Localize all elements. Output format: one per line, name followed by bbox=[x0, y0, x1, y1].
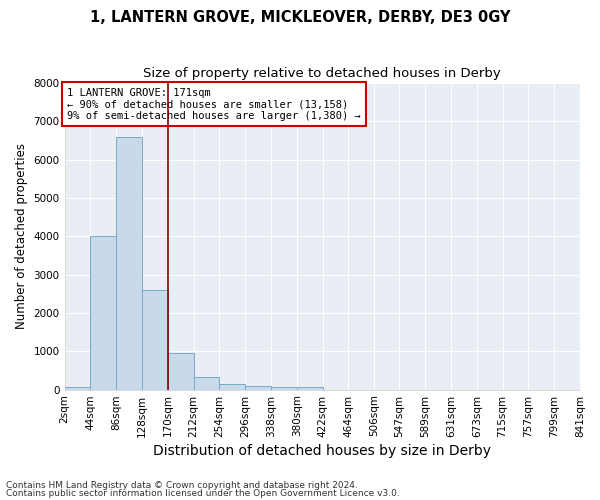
Bar bbox=[91, 236, 116, 390]
Bar bbox=[220, 384, 245, 390]
Bar bbox=[271, 387, 297, 390]
Bar bbox=[194, 378, 220, 390]
Title: Size of property relative to detached houses in Derby: Size of property relative to detached ho… bbox=[143, 68, 501, 80]
Text: Contains public sector information licensed under the Open Government Licence v3: Contains public sector information licen… bbox=[6, 489, 400, 498]
Bar bbox=[116, 136, 142, 390]
X-axis label: Distribution of detached houses by size in Derby: Distribution of detached houses by size … bbox=[153, 444, 491, 458]
Bar bbox=[297, 386, 323, 390]
Text: Contains HM Land Registry data © Crown copyright and database right 2024.: Contains HM Land Registry data © Crown c… bbox=[6, 480, 358, 490]
Bar bbox=[245, 386, 271, 390]
Bar bbox=[142, 290, 168, 390]
Text: 1 LANTERN GROVE: 171sqm
← 90% of detached houses are smaller (13,158)
9% of semi: 1 LANTERN GROVE: 171sqm ← 90% of detache… bbox=[67, 88, 361, 121]
Bar bbox=[168, 353, 194, 390]
Bar bbox=[65, 386, 91, 390]
Text: 1, LANTERN GROVE, MICKLEOVER, DERBY, DE3 0GY: 1, LANTERN GROVE, MICKLEOVER, DERBY, DE3… bbox=[90, 10, 510, 25]
Y-axis label: Number of detached properties: Number of detached properties bbox=[15, 144, 28, 330]
